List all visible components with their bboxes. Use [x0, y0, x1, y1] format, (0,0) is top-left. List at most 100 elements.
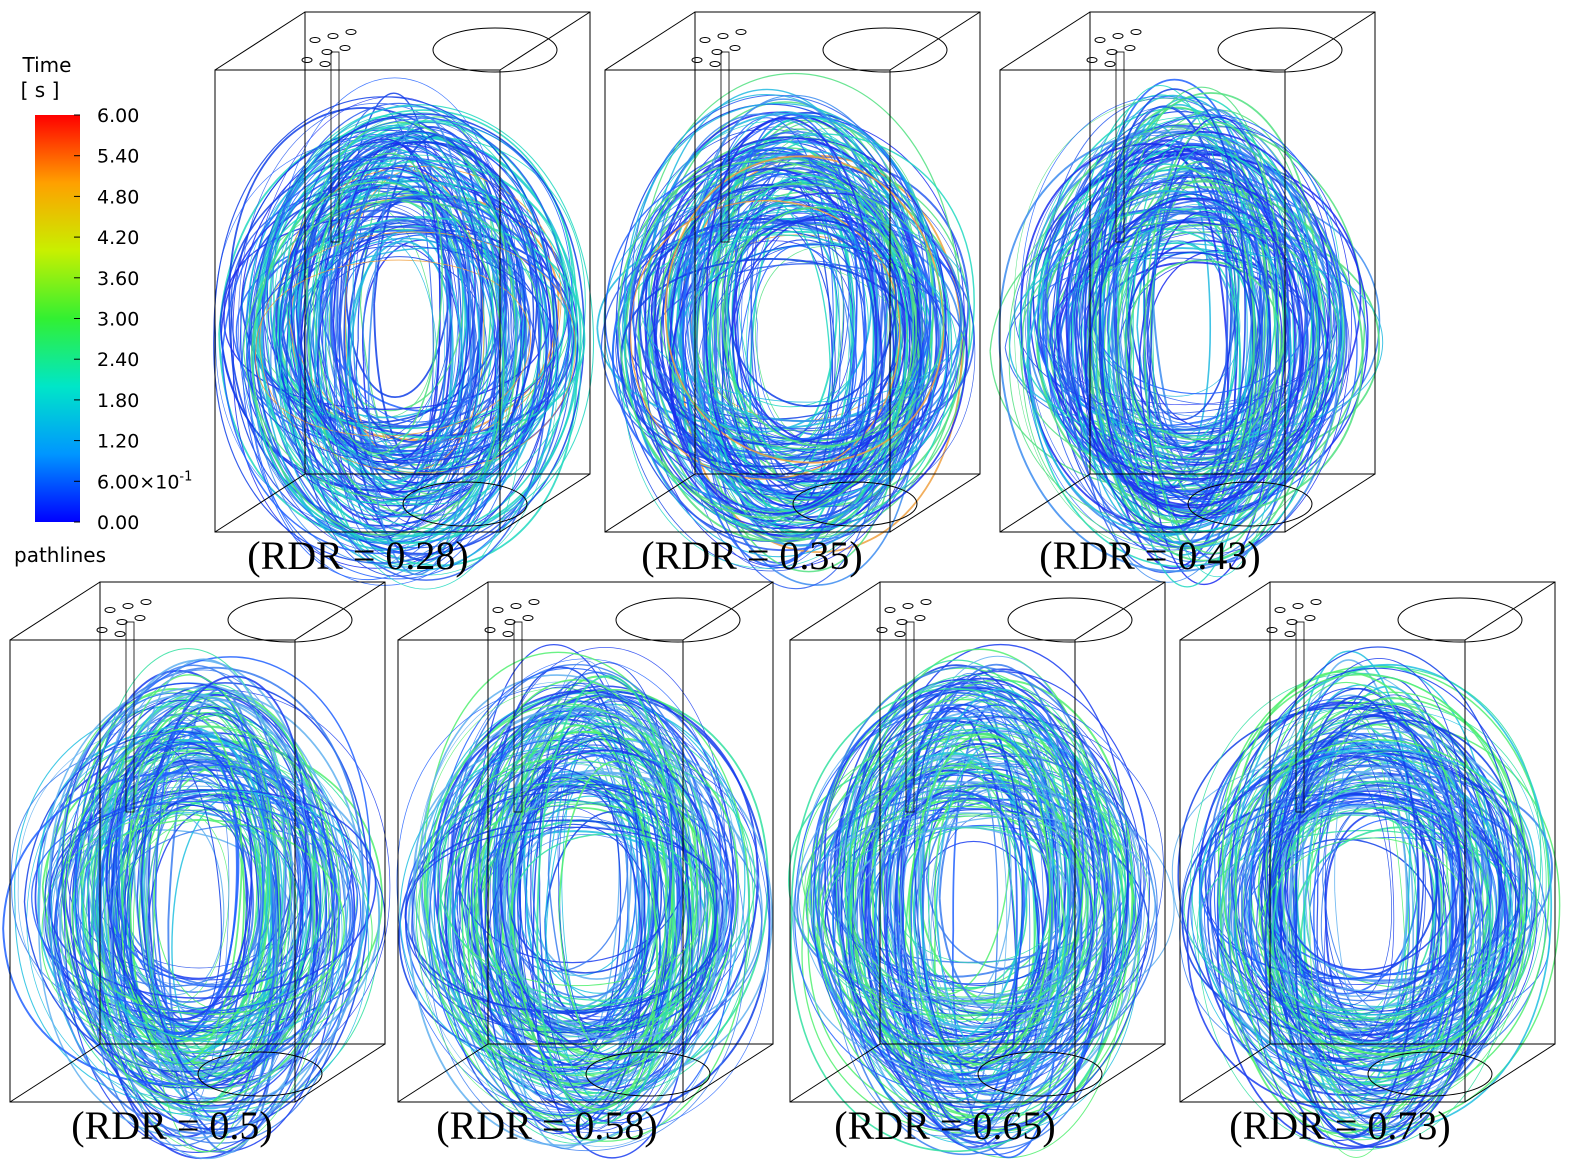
outlet — [1217, 27, 1343, 73]
pathline — [275, 180, 579, 471]
box-edge — [889, 11, 981, 71]
pathline — [352, 152, 464, 455]
inlet — [402, 481, 528, 527]
panel-caption: (RDR = 0.28) — [247, 533, 468, 578]
pathline — [1294, 696, 1420, 1137]
pathline — [806, 745, 1118, 1119]
pathline — [1129, 259, 1282, 441]
box-back — [1089, 11, 1376, 475]
pathline — [1127, 251, 1261, 449]
pathline — [1092, 231, 1318, 437]
pathline — [38, 682, 347, 1139]
pathline — [240, 187, 506, 424]
pathline — [812, 681, 1136, 1093]
pathline — [917, 673, 1031, 1138]
pathline — [74, 733, 277, 1020]
nozzle — [884, 607, 896, 613]
nozzle — [502, 631, 514, 637]
nozzle — [522, 615, 534, 621]
pathline — [1272, 711, 1501, 1120]
pathline — [1143, 122, 1285, 554]
pathline — [456, 712, 770, 1133]
nozzle — [1124, 45, 1136, 51]
pipe — [905, 621, 915, 813]
pathline — [851, 727, 1136, 1031]
pathline — [437, 800, 714, 1031]
pathline — [23, 731, 327, 1073]
pathline — [499, 777, 643, 1089]
pathline — [808, 812, 1116, 999]
pathline — [50, 803, 304, 1033]
panel: (RDR = 0.43) — [989, 11, 1384, 588]
pathline — [81, 790, 369, 1043]
panel-caption: (RDR = 0.58) — [436, 1103, 657, 1148]
pathline — [726, 218, 897, 408]
box-front — [999, 69, 1286, 533]
pathline — [510, 724, 658, 1111]
nozzle — [711, 49, 723, 55]
box-edge — [604, 473, 696, 533]
box-edge — [294, 581, 386, 641]
pathline — [1066, 156, 1302, 549]
pathline — [1080, 126, 1352, 555]
pathline — [242, 199, 542, 500]
pathline — [617, 160, 914, 519]
nozzle — [729, 45, 741, 51]
inlet — [197, 1051, 323, 1097]
nozzle — [1112, 33, 1124, 39]
tick-label-exponent: -1 — [179, 469, 192, 484]
pathline — [97, 664, 287, 1085]
pathline — [1019, 143, 1296, 529]
pathline — [295, 141, 535, 476]
pathline — [11, 741, 341, 1029]
pathline — [889, 694, 1044, 1089]
pathline — [813, 691, 1085, 1077]
pathline — [1234, 739, 1538, 1055]
pathline — [1231, 667, 1528, 1092]
pathline — [844, 717, 1164, 1043]
pathline — [1026, 190, 1292, 535]
nozzle — [1310, 599, 1322, 605]
pathline — [306, 121, 517, 517]
pathline — [1296, 774, 1416, 1023]
box-edge — [789, 1043, 881, 1103]
nozzle — [1286, 619, 1298, 625]
pathline — [1067, 114, 1342, 519]
pathline — [1263, 771, 1456, 997]
nozzle — [140, 599, 152, 605]
pathline — [279, 140, 538, 501]
pathline — [852, 671, 1150, 1128]
pathline — [845, 744, 1139, 1119]
pathline — [1027, 125, 1317, 543]
pathline — [1089, 217, 1313, 395]
pathline — [726, 175, 909, 474]
nozzle — [876, 627, 888, 633]
pathline — [31, 800, 358, 1013]
pathline — [121, 749, 271, 1041]
box-edge — [999, 11, 1091, 71]
nozzle — [699, 37, 711, 43]
pathline — [1271, 780, 1492, 1060]
pathline — [1264, 697, 1529, 1057]
panel-caption: (RDR = 0.35) — [641, 533, 862, 578]
pathline — [106, 764, 336, 988]
pathline — [733, 219, 907, 444]
pathline — [1242, 723, 1484, 1141]
box-front — [397, 639, 684, 1103]
pipe — [1295, 621, 1305, 813]
pathline — [998, 131, 1341, 572]
pathline — [1099, 88, 1246, 529]
nozzle — [339, 45, 351, 51]
pathline — [228, 107, 523, 527]
pathline — [1257, 837, 1474, 1021]
nozzle — [504, 619, 516, 625]
pathline — [927, 764, 1081, 1084]
outlet — [227, 597, 353, 643]
pathline — [429, 709, 746, 1151]
box-edge — [294, 1043, 386, 1103]
panel: (RDR = 0.65) — [788, 581, 1175, 1159]
pathline — [1291, 722, 1460, 1131]
pathline — [74, 778, 269, 1052]
pathline — [115, 793, 294, 980]
